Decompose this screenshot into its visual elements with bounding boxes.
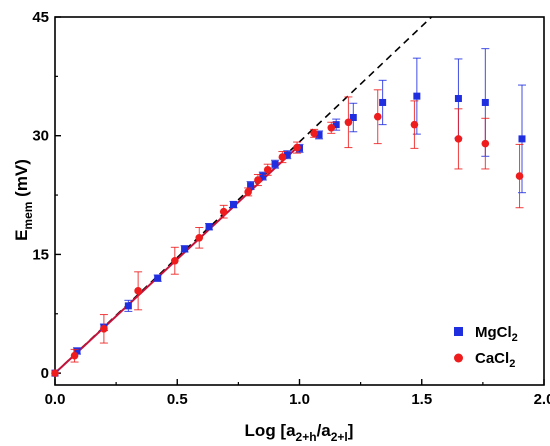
data-point [410, 120, 419, 129]
data-point [134, 287, 142, 295]
data-point [344, 118, 353, 127]
data-point [100, 325, 108, 333]
data-point [332, 121, 340, 129]
data-point [124, 302, 132, 310]
data-point [481, 98, 489, 106]
x-tick-label: 0.5 [167, 391, 188, 408]
legend-marker-mgcl2 [454, 327, 463, 336]
data-point [481, 139, 490, 148]
data-point [195, 234, 204, 242]
legend: MgCl2 CaCl2 [454, 324, 518, 370]
legend-label-cacl2: CaCl2 [475, 350, 515, 370]
data-point [349, 114, 357, 122]
data-point [73, 347, 81, 355]
data-point [515, 172, 524, 180]
data-point [205, 223, 213, 231]
data-point [259, 172, 267, 180]
x-tick-label: 2.0 [534, 391, 550, 408]
legend-label-mgcl2: MgCl2 [475, 324, 518, 344]
x-tick-label: 1.0 [289, 391, 310, 408]
data-point [263, 165, 272, 174]
data-point [413, 92, 421, 100]
plot-frame [54, 16, 545, 386]
data-point [171, 256, 179, 265]
data-point [181, 245, 189, 253]
data-point [518, 135, 526, 143]
data-point [278, 153, 287, 161]
data-point [271, 160, 279, 168]
series-cacl2 [51, 89, 524, 377]
legend-marker-cacl2 [454, 353, 463, 363]
y-tick-label: 30 [32, 128, 49, 145]
x-tick-label: 0.0 [45, 391, 66, 408]
data-point [373, 112, 382, 121]
y-tick-label: 45 [32, 9, 49, 26]
data-point [154, 274, 162, 282]
data-point [283, 151, 291, 159]
data-series [51, 48, 526, 377]
data-point [219, 207, 228, 216]
y-axis-title: Emem (mV) [12, 159, 35, 241]
data-point [70, 351, 79, 360]
data-point [293, 143, 301, 152]
x-axis-title: Log [a2+h/a2+l] [245, 421, 354, 444]
data-point [310, 129, 318, 138]
data-point [254, 176, 262, 184]
data-point [379, 98, 387, 106]
data-point [454, 95, 462, 103]
x-tick-label: 1.5 [411, 391, 432, 408]
data-point [229, 201, 237, 209]
data-point [315, 131, 323, 139]
y-axis-ticks: 0 15 30 45 [32, 9, 61, 382]
data-point [327, 123, 336, 132]
data-point [51, 369, 59, 377]
x-axis-ticks: 0.0 0.5 1.0 1.5 2.0 [45, 379, 550, 408]
data-point [244, 188, 252, 196]
data-point [247, 182, 255, 190]
y-tick-label: 15 [32, 246, 49, 263]
data-point [454, 135, 463, 143]
y-tick-label: 0 [41, 365, 49, 382]
